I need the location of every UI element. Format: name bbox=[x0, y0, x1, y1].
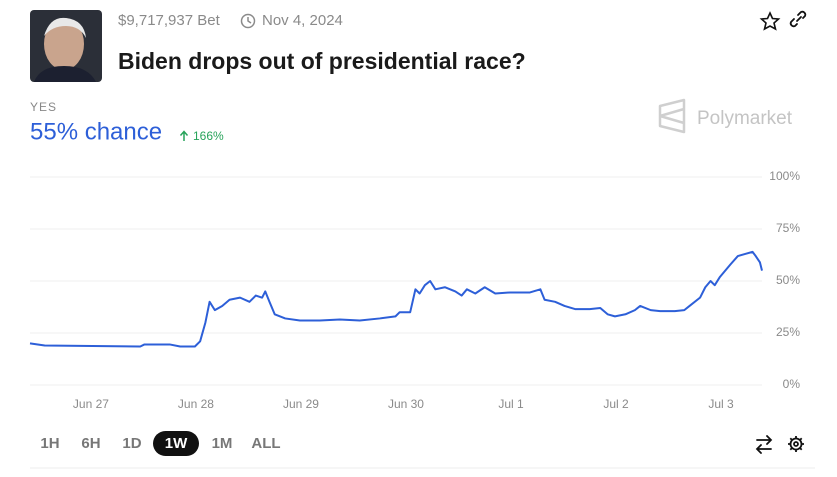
y-tick-label: 25% bbox=[776, 325, 800, 339]
x-tick-label: Jul 2 bbox=[603, 397, 629, 411]
x-tick-label: Jul 3 bbox=[708, 397, 734, 411]
range-button[interactable]: 1W bbox=[165, 435, 188, 452]
x-tick-label: Jun 28 bbox=[178, 397, 214, 411]
range-button[interactable]: 1D bbox=[122, 435, 141, 452]
x-tick-label: Jul 1 bbox=[498, 397, 524, 411]
range-buttons: 1H 6H 1D 1W 1M ALL bbox=[40, 431, 281, 456]
x-tick-label: Jun 27 bbox=[73, 397, 109, 411]
star-button[interactable] bbox=[759, 11, 781, 31]
y-tick-label: 75% bbox=[776, 221, 800, 235]
y-tick-label: 50% bbox=[776, 273, 800, 287]
x-tick-label: Jun 30 bbox=[388, 397, 424, 411]
up-arrow bbox=[179, 130, 189, 141]
market-image bbox=[30, 10, 102, 82]
brand-name: Polymarket bbox=[697, 108, 793, 129]
outcome-label: YES bbox=[30, 100, 57, 114]
range-button[interactable]: ALL bbox=[251, 435, 280, 452]
x-tick-label: Jun 29 bbox=[283, 397, 319, 411]
swap-button[interactable] bbox=[755, 435, 773, 454]
end-date: Nov 4, 2024 bbox=[262, 12, 343, 29]
clock-icon bbox=[240, 13, 256, 29]
link-button[interactable] bbox=[789, 10, 807, 28]
y-tick-label: 0% bbox=[783, 377, 801, 391]
volume: $9,717,937 Bet bbox=[118, 12, 221, 29]
market-title: Biden drops out of presidential race? bbox=[118, 48, 526, 74]
range-button[interactable]: 1H bbox=[40, 435, 59, 452]
y-tick-label: 100% bbox=[769, 169, 800, 183]
range-selected-bg bbox=[153, 431, 199, 456]
price-line bbox=[29, 250, 763, 348]
change: 166% bbox=[193, 129, 224, 143]
settings-button[interactable] bbox=[788, 436, 804, 452]
range-button[interactable]: 6H bbox=[81, 435, 100, 452]
chance: 55% chance bbox=[30, 118, 162, 145]
brand-logo bbox=[658, 98, 686, 134]
range-button[interactable]: 1M bbox=[212, 435, 233, 452]
